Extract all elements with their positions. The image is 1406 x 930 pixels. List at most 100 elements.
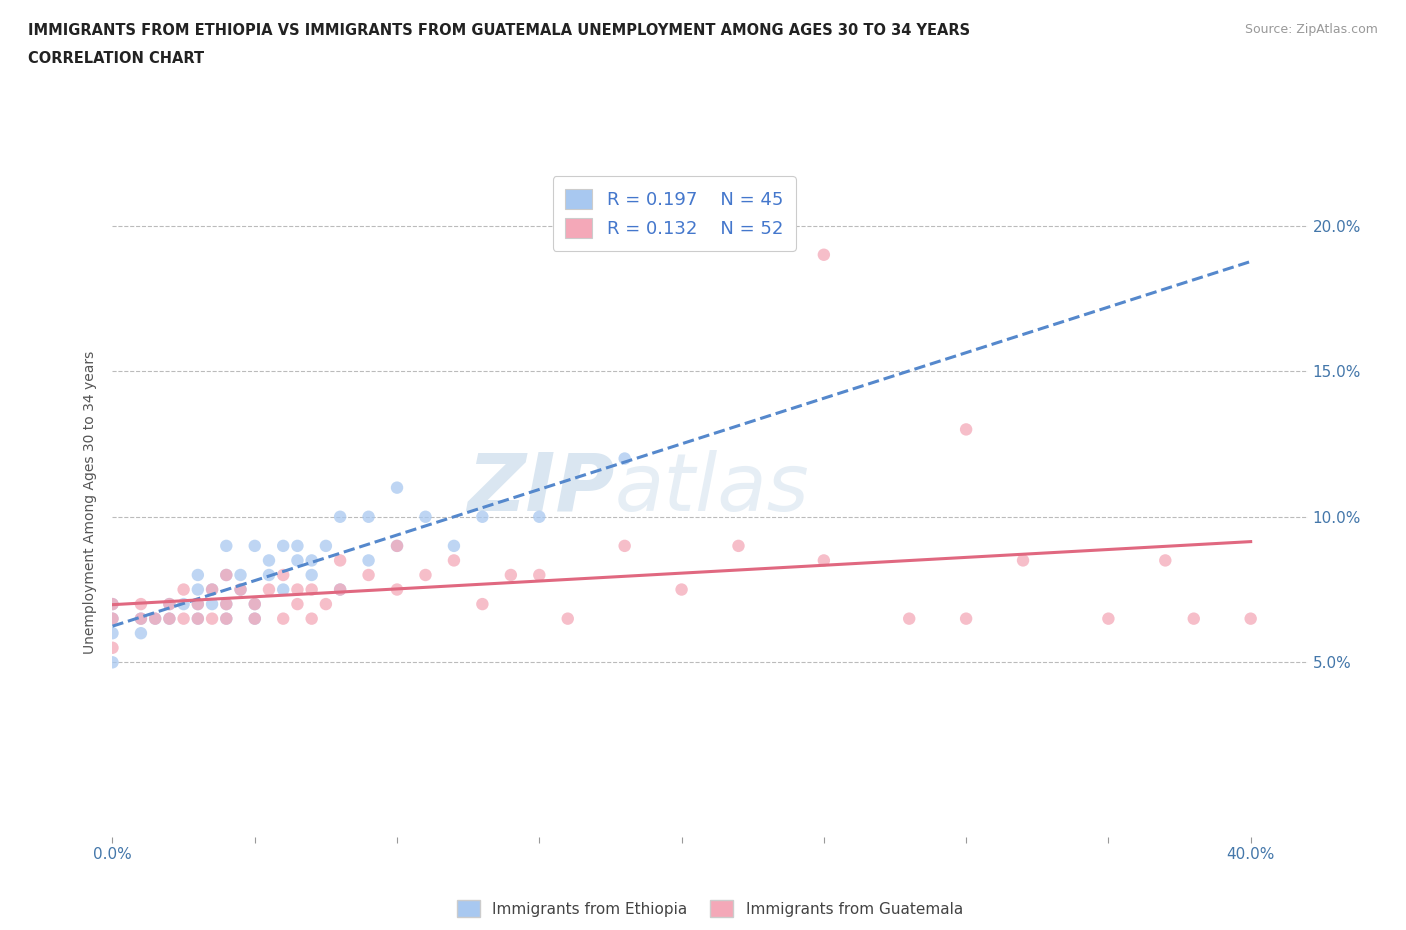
Point (173, 611, 195, 626)
Point (287, 582, 309, 597)
Point (271, 567, 294, 582)
Point (101, 611, 124, 626)
Point (315, 538, 337, 553)
Point (129, 597, 152, 612)
Point (813, 247, 835, 262)
Point (201, 582, 224, 597)
Point (301, 611, 323, 626)
Point (385, 582, 408, 597)
Point (329, 582, 352, 597)
Point (1154, 553, 1177, 568)
Point (315, 597, 337, 612)
Point (301, 567, 323, 582)
Point (201, 582, 224, 597)
Point (157, 597, 180, 612)
Point (215, 597, 238, 612)
Point (129, 626, 152, 641)
Point (257, 553, 280, 568)
Point (157, 611, 180, 626)
Point (955, 422, 977, 437)
Point (187, 611, 209, 626)
Point (499, 567, 522, 582)
Point (243, 597, 266, 612)
Point (357, 553, 380, 568)
Point (243, 597, 266, 612)
Point (955, 611, 977, 626)
Point (143, 611, 166, 626)
Point (385, 480, 408, 495)
Point (385, 538, 408, 553)
Point (201, 597, 224, 612)
Point (101, 597, 124, 612)
Point (257, 582, 280, 597)
Point (443, 553, 465, 568)
Point (129, 611, 152, 626)
Point (301, 553, 323, 568)
Point (613, 538, 636, 553)
Point (329, 582, 352, 597)
Point (287, 597, 309, 612)
Point (173, 597, 195, 612)
Point (243, 538, 266, 553)
Text: IMMIGRANTS FROM ETHIOPIA VS IMMIGRANTS FROM GUATEMALA UNEMPLOYMENT AMONG AGES 30: IMMIGRANTS FROM ETHIOPIA VS IMMIGRANTS F… (28, 23, 970, 38)
Point (301, 582, 323, 597)
Point (443, 538, 465, 553)
Point (187, 597, 209, 612)
Point (215, 567, 238, 582)
Point (129, 611, 152, 626)
Point (271, 611, 294, 626)
Point (215, 611, 238, 626)
Point (201, 611, 224, 626)
Point (243, 611, 266, 626)
Point (557, 611, 579, 626)
Text: CORRELATION CHART: CORRELATION CHART (28, 51, 204, 66)
Legend: Immigrants from Ethiopia, Immigrants from Guatemala: Immigrants from Ethiopia, Immigrants fro… (451, 895, 969, 923)
Point (229, 582, 252, 597)
Point (187, 582, 209, 597)
Point (1182, 611, 1205, 626)
Point (187, 611, 209, 626)
Point (613, 451, 636, 466)
Point (257, 567, 280, 582)
Point (215, 538, 238, 553)
Point (101, 641, 124, 656)
Point (471, 510, 494, 525)
Point (287, 553, 309, 568)
Point (415, 510, 437, 525)
Point (187, 597, 209, 612)
Text: ZIP: ZIP (467, 450, 614, 528)
Point (385, 538, 408, 553)
Point (101, 597, 124, 612)
Point (813, 553, 835, 568)
Point (229, 567, 252, 582)
Point (1240, 611, 1263, 626)
Point (101, 611, 124, 626)
Point (215, 567, 238, 582)
Point (243, 611, 266, 626)
Point (101, 655, 124, 670)
Point (157, 611, 180, 626)
Point (215, 611, 238, 626)
Text: atlas: atlas (614, 450, 810, 528)
Point (101, 626, 124, 641)
Point (271, 582, 294, 597)
Point (329, 553, 352, 568)
Point (173, 582, 195, 597)
Point (187, 567, 209, 582)
Point (415, 567, 437, 582)
Point (1012, 553, 1035, 568)
Text: Source: ZipAtlas.com: Source: ZipAtlas.com (1244, 23, 1378, 36)
Point (157, 597, 180, 612)
Point (357, 510, 380, 525)
Point (898, 611, 921, 626)
Point (215, 597, 238, 612)
Point (671, 582, 693, 597)
Point (143, 611, 166, 626)
Point (229, 582, 252, 597)
Point (471, 597, 494, 612)
Point (287, 538, 309, 553)
Point (329, 510, 352, 525)
Point (1097, 611, 1119, 626)
Y-axis label: Unemployment Among Ages 30 to 34 years: Unemployment Among Ages 30 to 34 years (83, 351, 97, 654)
Point (727, 538, 749, 553)
